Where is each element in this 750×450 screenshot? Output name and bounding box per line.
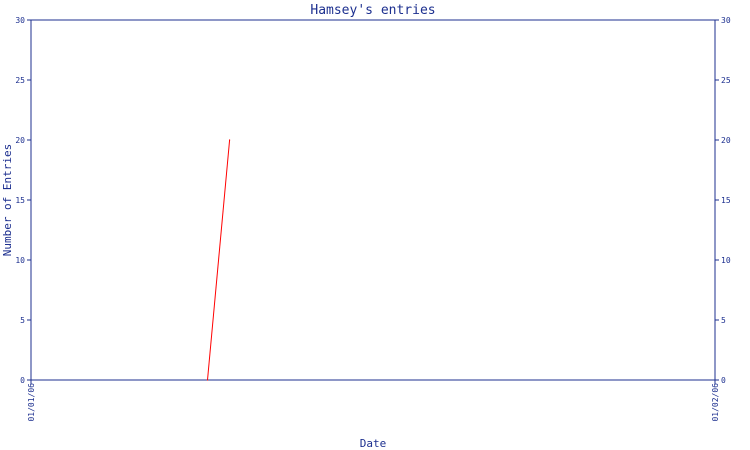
y-tick-label-left: 0 [20,376,25,385]
y-tick-label-left: 10 [15,256,25,265]
y-tick-label-left: 5 [20,316,25,325]
y-tick-label-right: 5 [721,316,726,325]
x-axis-label: Date [360,437,387,450]
y-tick-label-left: 25 [15,76,25,85]
x-axis: 01/01/06 01/02/06 [27,380,720,422]
y-tick-label-right: 15 [721,196,731,205]
y-tick-label-right: 25 [721,76,731,85]
y-axis-right: 0 5 10 15 20 25 30 [715,16,731,385]
y-tick-label-left: 30 [15,16,25,25]
chart-title: Hamsey's entries [310,3,435,18]
series-layer [206,139,231,381]
y-tick-label-right: 10 [721,256,731,265]
data-point [228,139,231,141]
y-axis-label: Number of Entries [1,144,14,257]
y-tick-label-right: 20 [721,136,731,145]
y-tick-label-right: 30 [721,16,731,25]
y-tick-label-right: 0 [721,376,726,385]
y-tick-label-left: 20 [15,136,25,145]
y-axis-left: 0 5 10 15 20 25 30 [15,16,31,385]
data-point [206,379,209,381]
y-tick-label-left: 15 [15,196,25,205]
x-tick-label: 01/02/06 [711,383,720,422]
x-tick-label: 01/01/06 [27,383,36,422]
series-line [207,139,231,381]
plot-frame [30,19,716,381]
